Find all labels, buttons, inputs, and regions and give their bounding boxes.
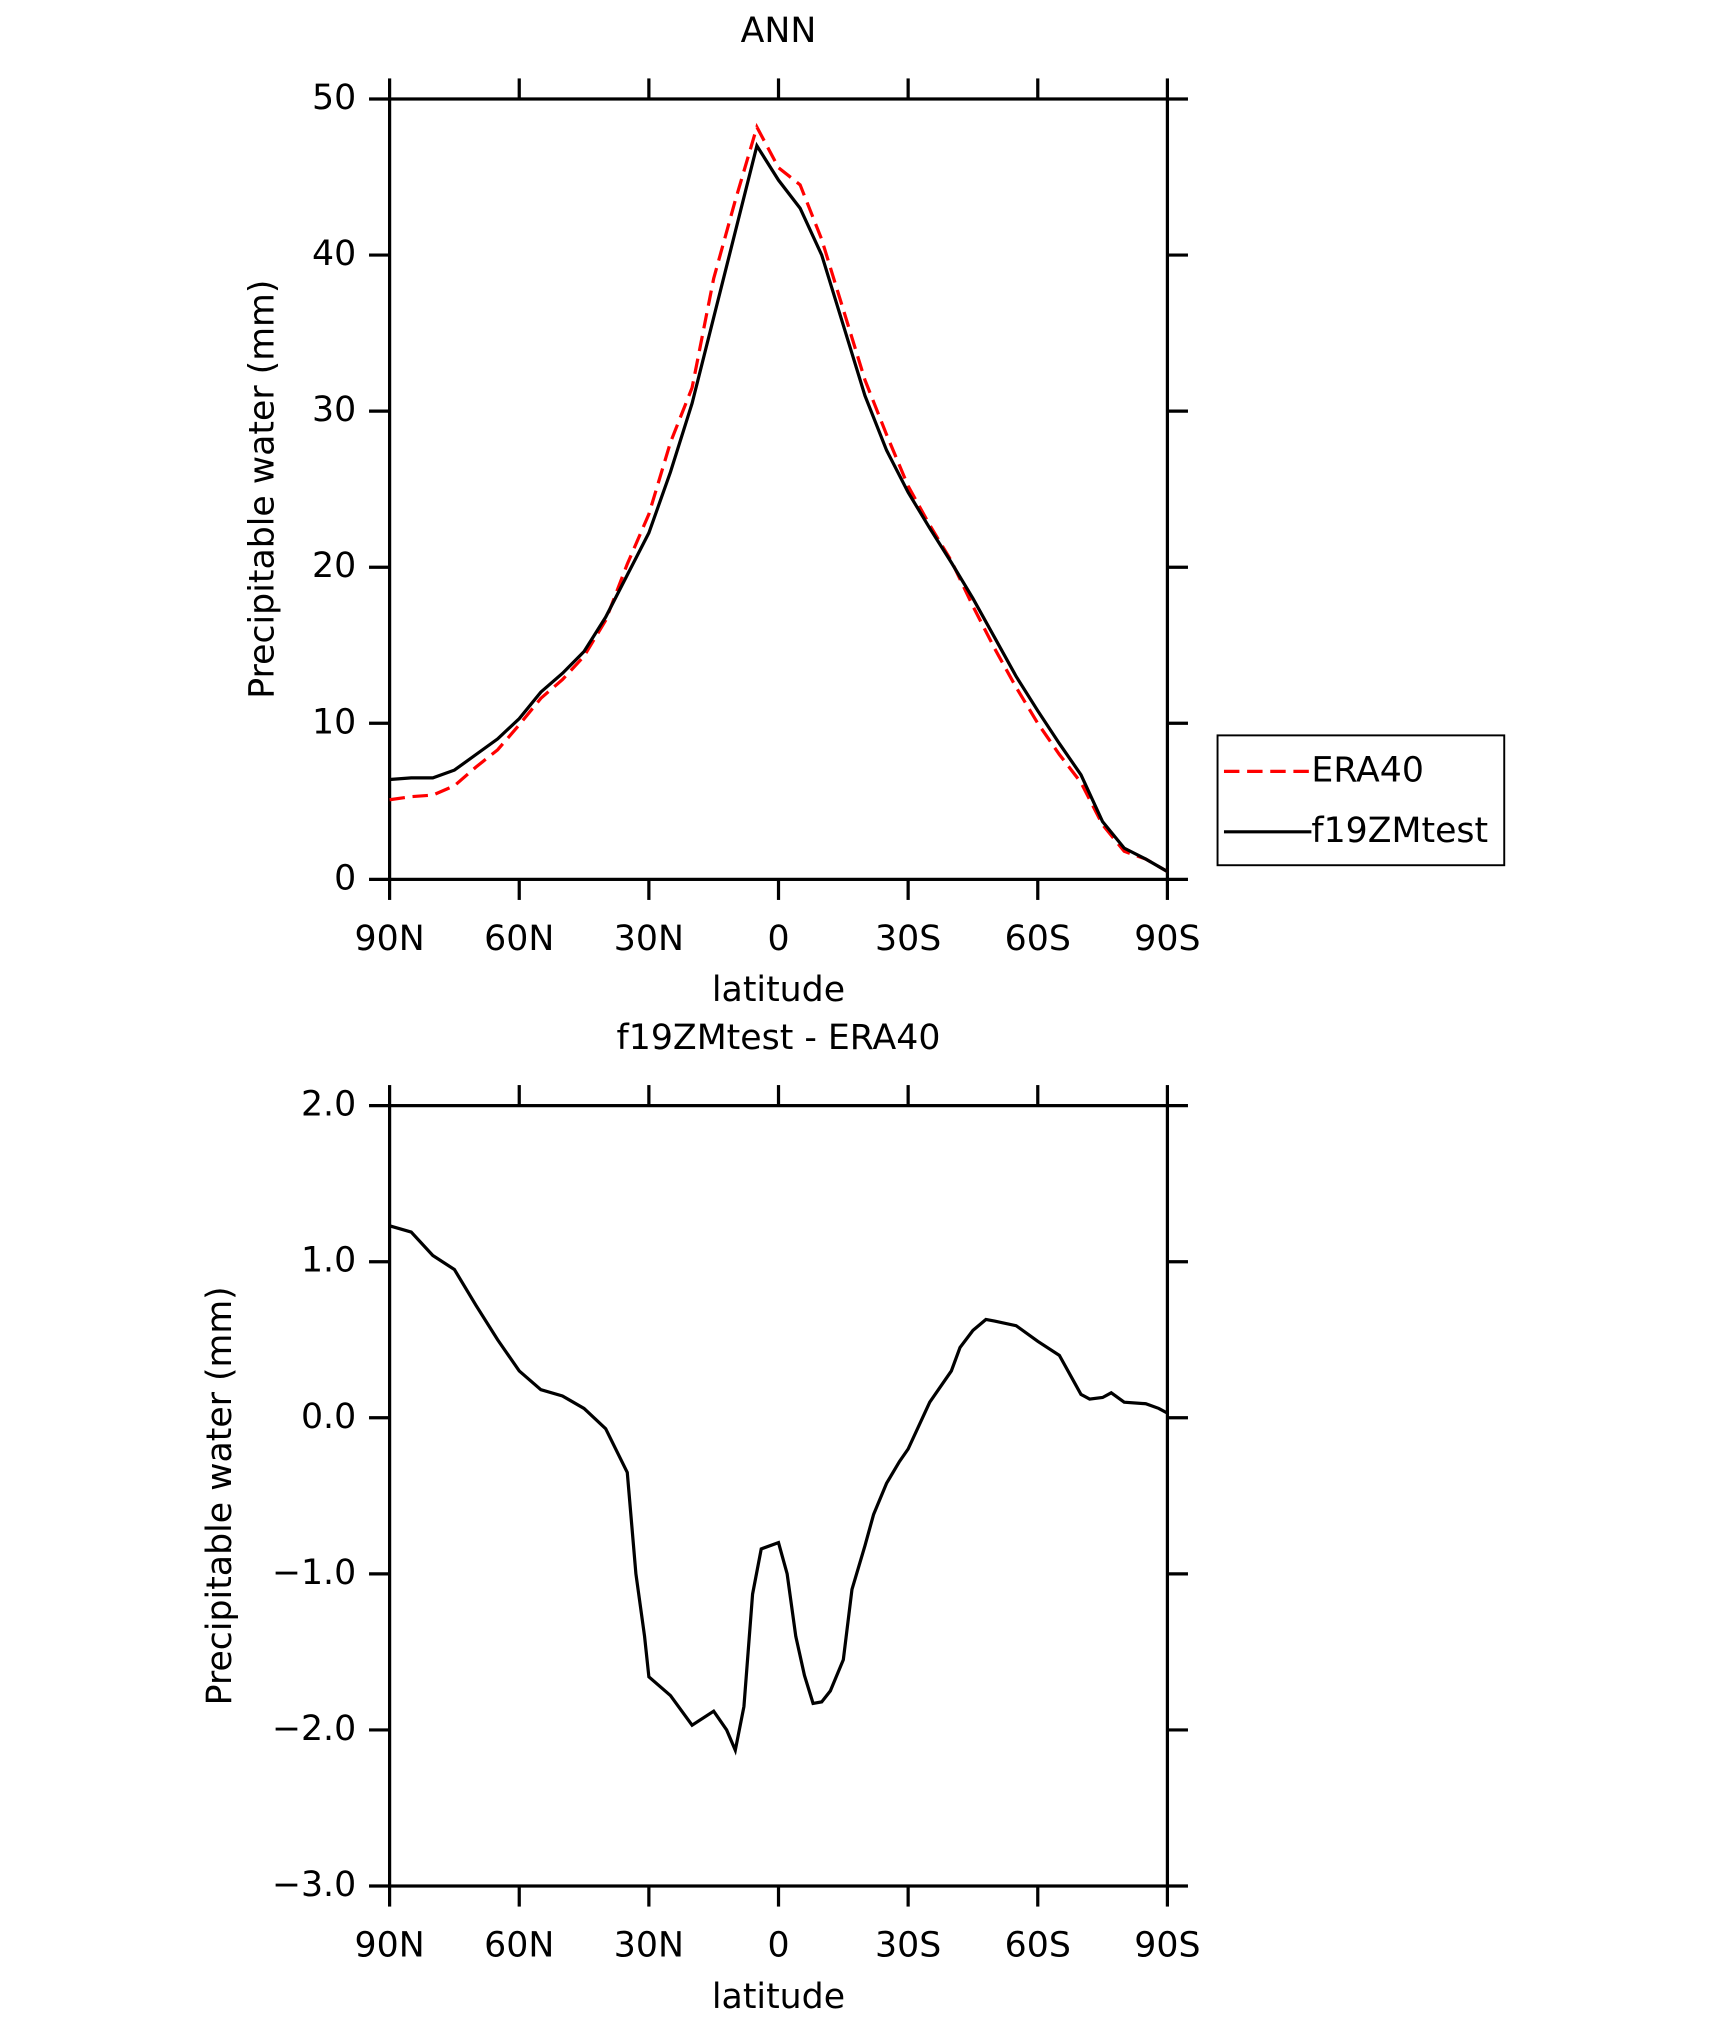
y-axis-label: Precipitable water (mm)	[200, 1286, 240, 1705]
y-tick-label: 30	[312, 390, 356, 430]
legend-box	[1216, 734, 1506, 867]
data-line	[389, 141, 1169, 873]
y-tick-label: 1.0	[301, 1241, 356, 1281]
x-tick-label: 90N	[355, 919, 425, 959]
y-tick-label: 10	[312, 702, 356, 742]
x-tick-label: 60S	[1005, 1925, 1071, 1965]
legend-label: ERA40	[1311, 750, 1424, 790]
chart-title: ANN	[741, 11, 817, 51]
x-tick-label: 60N	[484, 1925, 554, 1965]
legend-label: f19ZMtest	[1311, 811, 1488, 851]
x-axis-label: latitude	[712, 970, 845, 1010]
x-tick-label: 90S	[1134, 1925, 1200, 1965]
chart-title: f19ZMtest - ERA40	[617, 1018, 941, 1058]
x-tick-label: 90S	[1134, 919, 1200, 959]
x-tick-label: 30S	[875, 919, 941, 959]
data-line	[389, 122, 1169, 873]
x-tick-label: 0	[767, 919, 789, 959]
x-tick-label: 0	[767, 1925, 789, 1965]
y-tick-label: 0	[334, 858, 356, 898]
x-tick-label: 30N	[614, 919, 684, 959]
y-tick-label: 20	[312, 546, 356, 586]
x-tick-label: 60S	[1005, 919, 1071, 959]
x-tick-label: 30S	[875, 1925, 941, 1965]
plot-frame	[387, 1104, 1170, 1888]
x-tick-label: 90N	[355, 1925, 425, 1965]
data-line	[389, 1224, 1169, 1756]
y-tick-label: −1.0	[272, 1553, 356, 1593]
y-axis-label: Precipitable water (mm)	[243, 280, 283, 699]
y-tick-label: 40	[312, 234, 356, 274]
plot-frame	[387, 97, 1170, 881]
y-tick-label: −3.0	[272, 1865, 356, 1905]
y-tick-label: −2.0	[272, 1709, 356, 1749]
y-tick-label: 2.0	[301, 1085, 356, 1125]
y-tick-label: 50	[312, 78, 356, 118]
x-axis-label: latitude	[712, 1977, 845, 2017]
x-tick-label: 30N	[614, 1925, 684, 1965]
x-tick-label: 60N	[484, 919, 554, 959]
y-tick-label: 0.0	[301, 1397, 356, 1437]
